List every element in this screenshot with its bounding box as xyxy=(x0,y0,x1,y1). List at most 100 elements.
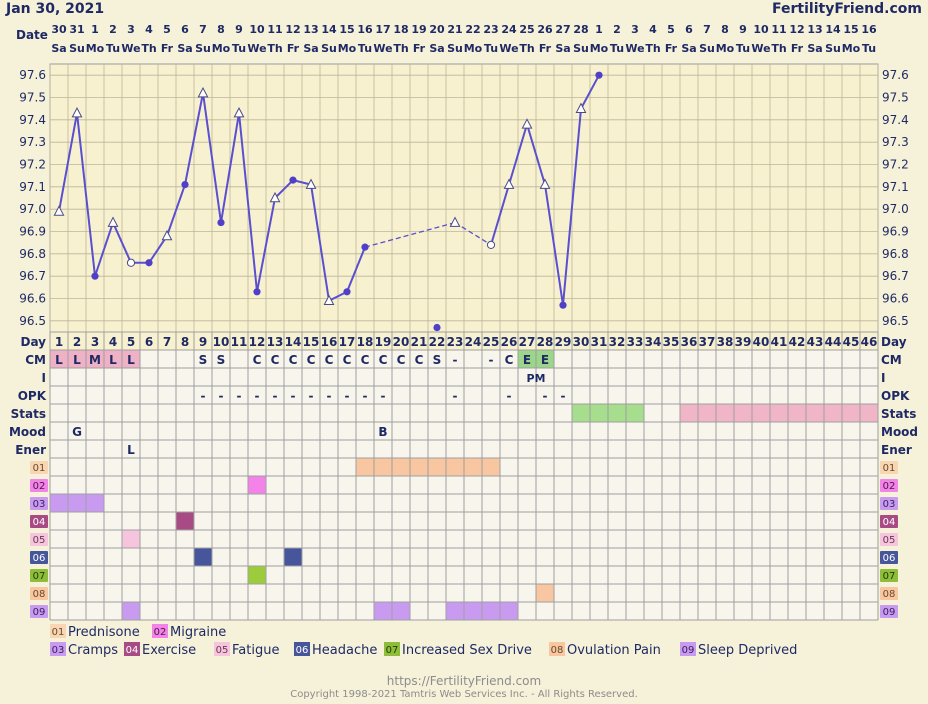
day-number: 23 xyxy=(447,335,464,349)
symptom-code-badge xyxy=(30,605,48,618)
legend-code: 04 xyxy=(126,645,139,656)
weekday-label: Tu xyxy=(232,42,246,55)
weekday-label: Tu xyxy=(736,42,750,55)
footer-url[interactable]: https://FertilityFriend.com xyxy=(386,674,542,688)
symptom-code-badge-right xyxy=(880,479,898,492)
legend-swatch xyxy=(680,642,696,656)
weekday-label: We xyxy=(121,42,140,55)
weekday-label: Su xyxy=(195,42,211,55)
date-label: 3 xyxy=(127,23,135,36)
date-label: 13 xyxy=(303,23,318,36)
day-number: 35 xyxy=(663,335,680,349)
row-fill-cell xyxy=(536,584,554,602)
y-tick-label: 96.9 xyxy=(19,225,46,239)
y-tick-label: 96.8 xyxy=(19,247,46,261)
symptom-code-badge xyxy=(30,497,48,510)
legend-code: 03 xyxy=(52,645,65,656)
day-number: 44 xyxy=(825,335,842,349)
y-tick-label: 97.3 xyxy=(19,135,46,149)
weekday-label: Sa xyxy=(303,42,318,55)
weekday-label: Th xyxy=(267,42,282,55)
date-label: 30 xyxy=(51,23,67,36)
date-label: 8 xyxy=(721,23,729,36)
y-tick-label: 96.7 xyxy=(19,269,46,283)
symptom-code-label-right: 08 xyxy=(883,589,896,600)
row-cell-value: E xyxy=(541,353,549,367)
date-label: 3 xyxy=(631,23,639,36)
date-label: 23 xyxy=(483,23,498,36)
row-cell-value: PM xyxy=(526,372,545,385)
y-tick-label: 96.6 xyxy=(19,292,46,306)
temperature-point-triangle xyxy=(161,229,173,241)
date-label: 31 xyxy=(69,23,84,36)
row-label-right: OPK xyxy=(881,389,910,403)
weekday-label: Tu xyxy=(484,42,498,55)
legend-code: 07 xyxy=(386,645,399,656)
row-cell-value: S xyxy=(217,353,226,367)
temperature-point xyxy=(217,218,225,227)
weekday-label: Fr xyxy=(791,42,804,55)
date-label: 5 xyxy=(667,23,675,36)
row-fill-cell xyxy=(50,350,140,368)
symptom-code-badge-right xyxy=(880,533,898,546)
day-number: 5 xyxy=(127,335,135,349)
date-label: 17 xyxy=(375,23,390,36)
row-cell-value: B xyxy=(378,425,387,439)
day-number: 8 xyxy=(181,335,189,349)
day-number: 25 xyxy=(483,335,500,349)
date-label: 7 xyxy=(703,23,711,36)
symptom-code-label-right: 06 xyxy=(883,553,896,564)
row-cell-value: S xyxy=(433,353,442,367)
symptom-code-badge-right xyxy=(880,515,898,528)
weekday-label: Mo xyxy=(338,42,357,55)
site-logo-text[interactable]: FertilityFriend.com xyxy=(772,1,922,17)
day-number: 41 xyxy=(771,335,788,349)
symptom-code-label-right: 07 xyxy=(883,571,896,582)
legend-code: 01 xyxy=(52,627,65,638)
row-cell-value: C xyxy=(271,353,280,367)
legend-code: 06 xyxy=(296,645,309,656)
y-tick-label: 97.6 xyxy=(19,68,46,82)
day-number: 9 xyxy=(199,335,207,349)
temperature-point-triangle xyxy=(521,118,533,129)
weekday-label: Mo xyxy=(86,42,105,55)
row-label: Stats xyxy=(11,407,46,421)
weekday-label: Th xyxy=(393,42,408,55)
symptom-code-label-right: 01 xyxy=(883,463,896,474)
temperature-point-triangle xyxy=(503,178,515,189)
temperature-line xyxy=(58,92,366,303)
row-cell-value: - xyxy=(345,389,350,403)
temperature-point-triangle xyxy=(449,216,461,227)
row-fill-cell xyxy=(248,476,266,494)
y-tick-label-right: 96.9 xyxy=(882,225,909,239)
date-label: 18 xyxy=(393,23,408,36)
day-number: 39 xyxy=(735,335,752,349)
date-label: 24 xyxy=(501,23,517,36)
y-tick-label: 96.5 xyxy=(19,314,46,328)
temperature-point-triangle xyxy=(269,191,281,203)
row-label: CM xyxy=(25,353,46,367)
day-number: 15 xyxy=(303,335,320,349)
weekday-label: Su xyxy=(825,42,841,55)
date-label: 20 xyxy=(429,23,445,36)
symptom-code-badge xyxy=(30,587,48,600)
y-tick-label-right: 96.6 xyxy=(882,292,909,306)
y-tick-label-right: 97.6 xyxy=(882,68,909,82)
date-label: 2 xyxy=(613,23,621,36)
date-label: 14 xyxy=(321,23,337,36)
symptom-code-label: 07 xyxy=(33,571,46,582)
day-number: 38 xyxy=(717,335,734,349)
weekday-label: Mo xyxy=(212,42,231,55)
row-fill-cell xyxy=(122,602,140,620)
legend-label: Prednisone xyxy=(68,625,140,640)
row-label: Mood xyxy=(9,425,46,439)
date-label: 9 xyxy=(739,23,747,36)
weekday-label: We xyxy=(247,42,266,55)
day-number: 18 xyxy=(357,335,374,349)
weekday-label: Tu xyxy=(862,42,876,55)
day-number: 3 xyxy=(91,335,99,349)
weekday-label: We xyxy=(751,42,770,55)
weekday-label: Tu xyxy=(358,42,372,55)
day-number: 13 xyxy=(267,335,284,349)
